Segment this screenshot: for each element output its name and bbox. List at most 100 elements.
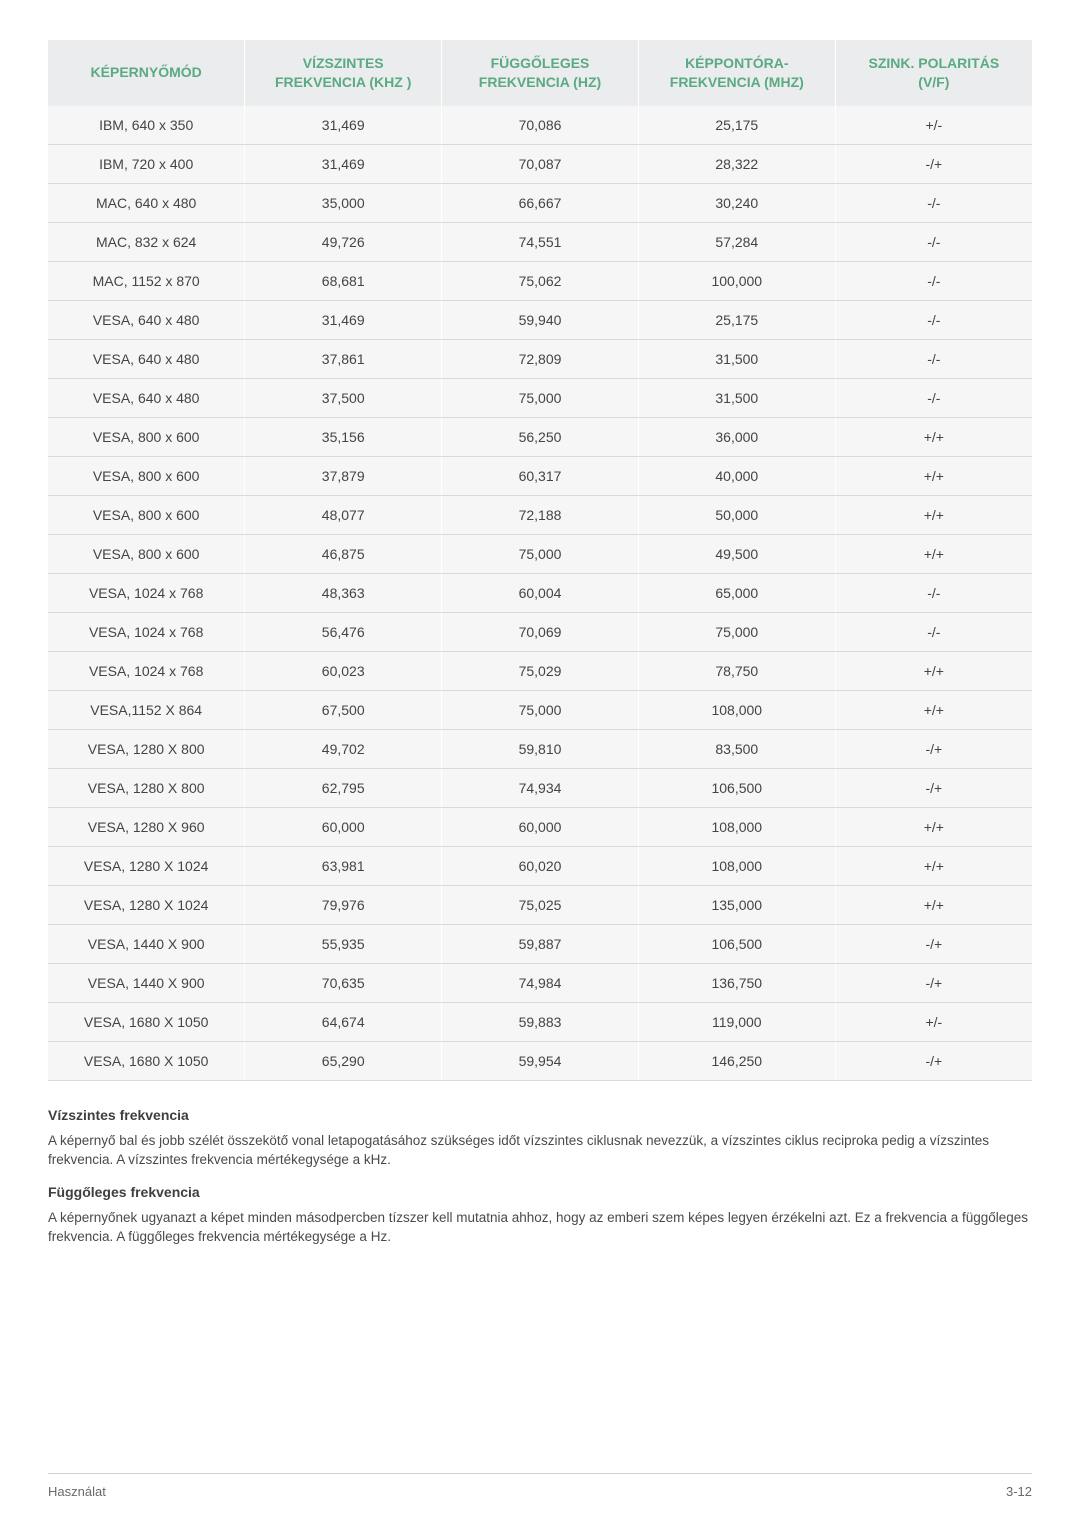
table-cell: VESA, 1680 X 1050	[48, 1002, 245, 1041]
table-row: VESA, 800 x 60048,07772,18850,000+/+	[48, 495, 1032, 534]
table-cell: 63,981	[245, 846, 442, 885]
column-header: KÉPERNYŐMÓD	[48, 40, 245, 106]
section-vertical-freq: Függőleges frekvencia A képernyőnek ugya…	[48, 1184, 1032, 1247]
table-cell: -/+	[835, 963, 1032, 1002]
table-cell: VESA, 1280 X 800	[48, 729, 245, 768]
table-cell: 31,500	[638, 378, 835, 417]
table-row: VESA, 1440 X 90070,63574,984136,750-/+	[48, 963, 1032, 1002]
table-cell: 59,887	[442, 924, 639, 963]
table-cell: 56,250	[442, 417, 639, 456]
table-cell: 59,810	[442, 729, 639, 768]
table-cell: VESA, 1440 X 900	[48, 963, 245, 1002]
table-cell: 108,000	[638, 690, 835, 729]
table-cell: 74,551	[442, 222, 639, 261]
table-cell: -/-	[835, 261, 1032, 300]
table-cell: 75,000	[442, 690, 639, 729]
table-cell: VESA, 1280 X 1024	[48, 885, 245, 924]
table-cell: -/+	[835, 1041, 1032, 1080]
table-cell: 135,000	[638, 885, 835, 924]
table-cell: +/+	[835, 456, 1032, 495]
table-cell: 48,077	[245, 495, 442, 534]
table-cell: 35,000	[245, 183, 442, 222]
table-cell: 108,000	[638, 807, 835, 846]
table-cell: -/-	[835, 573, 1032, 612]
table-cell: VESA, 1440 X 900	[48, 924, 245, 963]
table-cell: MAC, 1152 x 870	[48, 261, 245, 300]
table-cell: 75,000	[442, 534, 639, 573]
table-cell: -/+	[835, 768, 1032, 807]
table-cell: 25,175	[638, 300, 835, 339]
table-cell: 66,667	[442, 183, 639, 222]
table-cell: 60,317	[442, 456, 639, 495]
table-cell: VESA, 1024 x 768	[48, 612, 245, 651]
table-cell: VESA, 1280 X 1024	[48, 846, 245, 885]
table-row: VESA, 640 x 48037,50075,00031,500-/-	[48, 378, 1032, 417]
table-row: VESA, 1024 x 76860,02375,02978,750+/+	[48, 651, 1032, 690]
table-cell: 75,000	[442, 378, 639, 417]
table-cell: 60,004	[442, 573, 639, 612]
table-cell: VESA, 640 x 480	[48, 300, 245, 339]
table-cell: 70,087	[442, 144, 639, 183]
table-cell: 100,000	[638, 261, 835, 300]
table-cell: 65,000	[638, 573, 835, 612]
table-row: VESA, 1280 X 80049,70259,81083,500-/+	[48, 729, 1032, 768]
table-row: VESA, 1024 x 76856,47670,06975,000-/-	[48, 612, 1032, 651]
table-cell: -/-	[835, 222, 1032, 261]
section-body: A képernyő bal és jobb szélét összekötő …	[48, 1131, 1032, 1170]
table-cell: 70,635	[245, 963, 442, 1002]
table-cell: 50,000	[638, 495, 835, 534]
table-cell: -/+	[835, 924, 1032, 963]
section-body: A képernyőnek ugyanazt a képet minden má…	[48, 1208, 1032, 1247]
table-row: MAC, 640 x 48035,00066,66730,240-/-	[48, 183, 1032, 222]
table-row: VESA, 1680 X 105065,29059,954146,250-/+	[48, 1041, 1032, 1080]
column-header: VÍZSZINTESFREKVENCIA (KHZ )	[245, 40, 442, 106]
table-cell: 67,500	[245, 690, 442, 729]
column-header: SZINK. POLARITÁS(V/F)	[835, 40, 1032, 106]
footer-right: 3-12	[1006, 1484, 1032, 1499]
table-cell: 70,086	[442, 106, 639, 145]
table-cell: 35,156	[245, 417, 442, 456]
table-cell: 136,750	[638, 963, 835, 1002]
timing-table: KÉPERNYŐMÓDVÍZSZINTESFREKVENCIA (KHZ )FÜ…	[48, 40, 1032, 1081]
table-cell: 31,469	[245, 106, 442, 145]
table-row: MAC, 1152 x 87068,68175,062100,000-/-	[48, 261, 1032, 300]
section-heading: Vízszintes frekvencia	[48, 1107, 1032, 1123]
table-cell: 36,000	[638, 417, 835, 456]
table-cell: 49,500	[638, 534, 835, 573]
table-cell: -/-	[835, 300, 1032, 339]
table-cell: 72,188	[442, 495, 639, 534]
table-cell: 62,795	[245, 768, 442, 807]
table-row: VESA, 1280 X 96060,00060,000108,000+/+	[48, 807, 1032, 846]
table-cell: IBM, 720 x 400	[48, 144, 245, 183]
table-cell: +/+	[835, 885, 1032, 924]
table-row: IBM, 720 x 40031,46970,08728,322-/+	[48, 144, 1032, 183]
table-cell: +/+	[835, 690, 1032, 729]
table-cell: 25,175	[638, 106, 835, 145]
table-cell: 49,726	[245, 222, 442, 261]
table-cell: 59,954	[442, 1041, 639, 1080]
table-row: VESA, 800 x 60037,87960,31740,000+/+	[48, 456, 1032, 495]
table-header: KÉPERNYŐMÓDVÍZSZINTESFREKVENCIA (KHZ )FÜ…	[48, 40, 1032, 106]
table-cell: 119,000	[638, 1002, 835, 1041]
table-cell: +/+	[835, 651, 1032, 690]
table-cell: VESA, 800 x 600	[48, 417, 245, 456]
table-row: VESA, 1280 X 102479,97675,025135,000+/+	[48, 885, 1032, 924]
table-cell: -/-	[835, 378, 1032, 417]
table-cell: MAC, 832 x 624	[48, 222, 245, 261]
table-cell: 79,976	[245, 885, 442, 924]
table-cell: 64,674	[245, 1002, 442, 1041]
table-cell: 28,322	[638, 144, 835, 183]
table-cell: VESA, 1024 x 768	[48, 651, 245, 690]
table-row: VESA, 1280 X 102463,98160,020108,000+/+	[48, 846, 1032, 885]
table-cell: 75,000	[638, 612, 835, 651]
table-cell: -/-	[835, 612, 1032, 651]
table-row: VESA, 640 x 48037,86172,80931,500-/-	[48, 339, 1032, 378]
table-body: IBM, 640 x 35031,46970,08625,175+/-IBM, …	[48, 106, 1032, 1081]
table-cell: 31,500	[638, 339, 835, 378]
table-cell: 60,000	[442, 807, 639, 846]
table-cell: 60,023	[245, 651, 442, 690]
table-row: VESA,1152 X 86467,50075,000108,000+/+	[48, 690, 1032, 729]
table-cell: 59,940	[442, 300, 639, 339]
table-cell: 60,020	[442, 846, 639, 885]
table-cell: +/+	[835, 534, 1032, 573]
